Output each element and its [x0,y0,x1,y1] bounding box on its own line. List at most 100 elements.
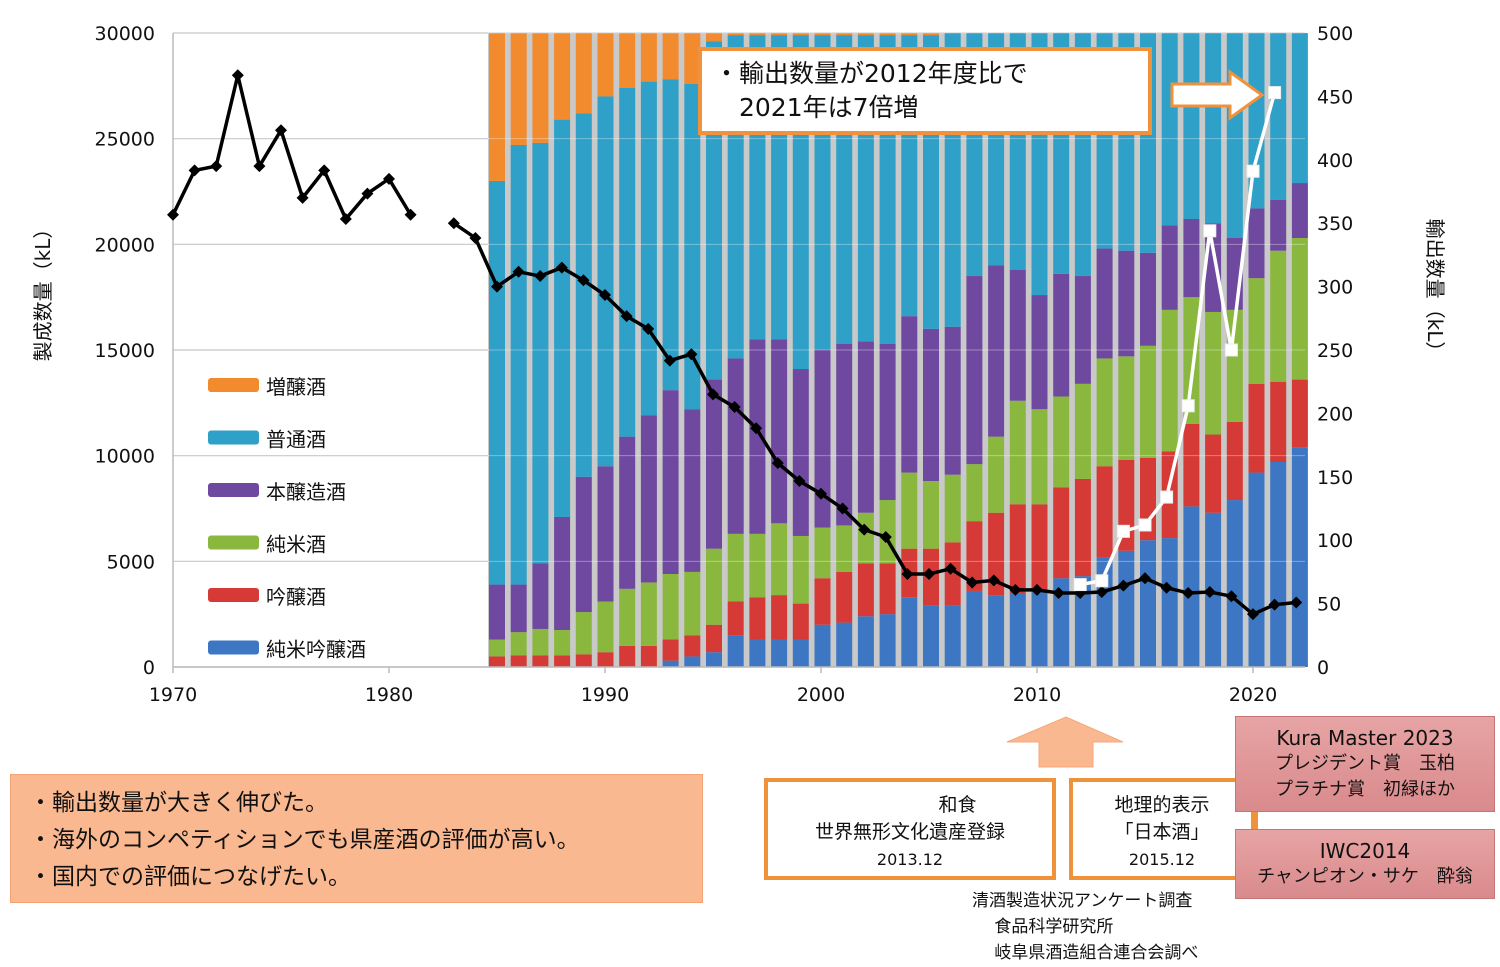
bar-segment [966,276,983,465]
bar-segment [489,33,505,181]
bar-segment [1009,593,1026,667]
bar-segment [1205,434,1222,513]
event-title: 和食 [843,794,977,816]
production-point [750,422,763,435]
bar-segment [1053,396,1070,488]
bar-segment [749,639,766,667]
award-detail: チャンピオン・サケ 酔翁 [1257,866,1473,887]
production-point [512,265,525,278]
legend-swatch [208,483,259,497]
legend-label: 純米吟醸酒 [266,638,366,662]
bar-segment [1226,421,1243,501]
bar-segment [684,33,701,84]
bar-segment [619,588,636,646]
bar-segment [727,601,744,636]
bar-segment [662,574,679,640]
bar-segment [597,466,614,602]
bar-segment [857,341,874,513]
bar-segment [684,656,701,667]
bar-segment [857,33,874,36]
bar-segment [814,527,831,579]
production-point [555,261,568,274]
export-growth-callout: ・輸出数量が2012年度比で 2021年は7倍増 [698,47,1152,135]
bar-segment [1053,273,1070,397]
production-point [771,457,784,470]
callout-line-1: ・輸出数量が2012年度比で [714,59,1028,88]
production-point [1268,598,1281,611]
bar-segment [771,339,788,524]
legend-swatch [208,535,259,550]
production-point [1247,608,1259,621]
production-point [1095,585,1108,598]
bar-segment [1226,33,1243,238]
production-point [1052,587,1065,600]
bar-segment [1183,506,1200,667]
summary-box: ・輸出数量が大きく伸びた。 ・海外のコンペティションでも県産酒の評価が高い。 ・… [10,774,703,903]
event-subtitle: 「日本酒」 [1114,821,1210,843]
bar-segment [923,605,939,667]
bar-segment [879,614,896,667]
y-left-tick-label: 25000 [95,129,155,151]
event-date: 2013.12 [876,850,944,869]
y-left-tick-label: 30000 [95,23,155,45]
bar-segment [814,578,831,625]
production-point [1117,579,1130,592]
bar-segment [988,436,1005,513]
bar-segment [1226,500,1243,667]
bar-segment [1053,578,1070,667]
bar-segment [1291,447,1308,667]
production-point [987,574,1000,587]
production-point [404,208,417,221]
bar-segment [879,343,896,501]
production-point [167,208,179,221]
bar-segment [1118,356,1135,460]
production-point [491,280,503,293]
washoku-event-box: 和食 世界無形文化遺産登録 2013.12 [764,778,1056,880]
bar-segment [706,33,722,42]
bar-segment [706,379,722,549]
bar-segment [792,369,809,536]
bar-segment [619,33,636,88]
y-right-tick-label: 150 [1317,467,1353,489]
bar-segment [575,612,592,655]
y-left-tick-label: 0 [143,657,155,679]
bar-segment [966,590,983,667]
bar-segment [1009,504,1026,594]
bar-segment [944,605,961,667]
bar-segment [836,571,853,623]
production-point [318,164,331,177]
production-point [685,348,698,361]
export-point [1116,524,1130,538]
export-point [1203,224,1217,238]
production-point [275,124,287,137]
bar-segment [1248,33,1265,209]
x-tick-label: 1970 [149,684,197,706]
bar-segment [879,500,896,564]
production-point [210,160,223,173]
legend-swatch [208,640,259,655]
y-left-axis-title: 製成数量（kL） [31,219,55,362]
bar-segment [684,635,701,657]
production-point [296,191,309,204]
line-series [167,69,1303,621]
bar-segment [966,464,983,522]
bar-segment [1248,472,1265,667]
production-point [1182,587,1195,600]
bar-segment [554,119,571,517]
bar-segment [554,516,571,631]
bar-segment [597,96,614,467]
bar-segment [966,521,983,591]
production-line [171,74,413,223]
x-tick-label: 2000 [797,684,845,706]
y-right-axis-title: 輸出数量（kL） [1423,219,1447,362]
bar-segment [489,584,505,640]
production-point [577,274,590,287]
bar-segment [727,635,744,667]
bar-segment [619,645,636,667]
summary-item: ・輸出数量が大きく伸びた。 [29,790,328,816]
bar-segment [532,563,549,629]
bar-segment [510,33,527,146]
award-title: Kura Master 2023 [1276,726,1454,750]
x-tick-label: 2010 [1013,684,1061,706]
